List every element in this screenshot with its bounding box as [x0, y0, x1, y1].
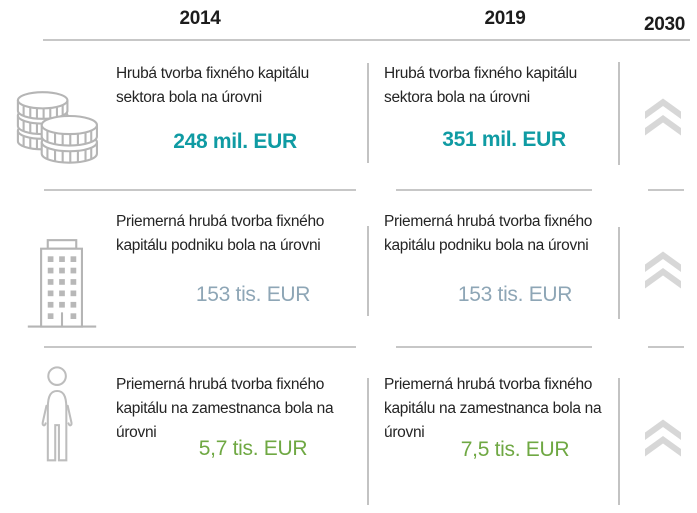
row3-column-divider-right [618, 378, 620, 505]
column-header-2030: 2030 [643, 14, 686, 35]
row2-2014-value: 153 tis. EUR [195, 283, 311, 306]
row3-2019-description: Priemerná hrubá tvorba fixného kapitálu … [384, 376, 602, 441]
row2-2019-description: Priemerná hrubá tvorba fixného kapitálu … [384, 213, 593, 254]
row3-2014-value: 5,7 tis. EUR [198, 437, 308, 460]
row-separator-2-right [648, 346, 684, 348]
row2-column-divider-right [618, 227, 620, 319]
row-separator-1-right [648, 189, 684, 191]
row2-column-divider-left [367, 226, 369, 316]
row3-2014-description: Priemerná hrubá tvorba fixného kapitálu … [116, 376, 334, 441]
row3-2019-value: 7,5 tis. EUR [460, 438, 570, 461]
header-divider-line [43, 39, 690, 41]
row1-column-divider-left [367, 63, 369, 163]
row-separator-2-mid [396, 346, 592, 348]
row3-column-divider-left [367, 378, 369, 505]
row-separator-1-left [44, 189, 356, 191]
coins-icon [12, 86, 100, 166]
column-header-2019: 2019 [484, 8, 526, 29]
row-separator-2-left [44, 346, 356, 348]
row2-double-chevron-up-icon [643, 250, 683, 290]
column-header-2014: 2014 [179, 8, 221, 29]
row1-double-chevron-up-icon [643, 97, 683, 137]
row1-2014-description: Hrubá tvorba fixného kapitálu sektora bo… [116, 65, 309, 106]
row1-2014-value: 248 mil. EUR [173, 130, 297, 153]
row1-2019-description: Hrubá tvorba fixného kapitálu sektora bo… [384, 65, 577, 106]
row3-double-chevron-up-icon [643, 418, 683, 458]
row-separator-1-mid [396, 189, 592, 191]
row1-column-divider-right [618, 62, 620, 165]
row2-2014-description: Priemerná hrubá tvorba fixného kapitálu … [116, 213, 325, 254]
person-icon [32, 366, 84, 464]
row2-2019-value: 153 tis. EUR [457, 283, 573, 306]
building-icon [24, 232, 100, 330]
row1-2019-value: 351 mil. EUR [442, 128, 566, 151]
